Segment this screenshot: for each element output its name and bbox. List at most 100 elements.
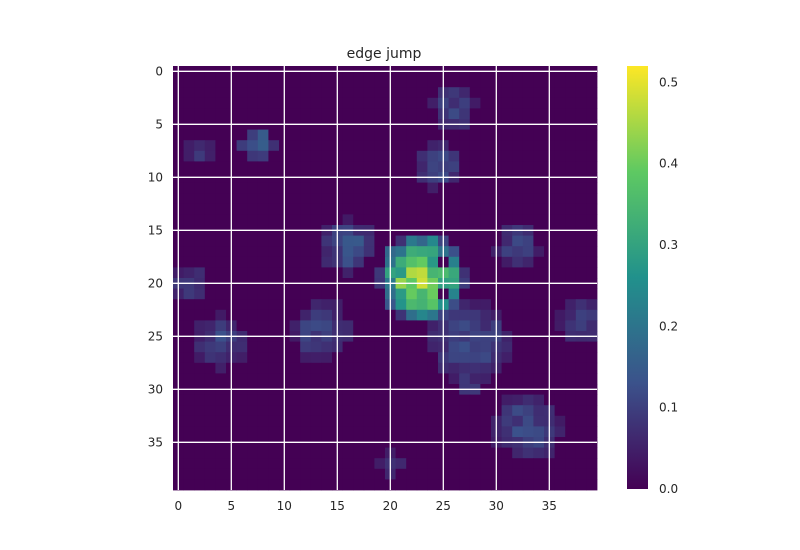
heatmap-cell (480, 458, 492, 470)
heatmap-cell (310, 341, 322, 353)
heatmap-cell (353, 479, 365, 491)
heatmap-cell (501, 320, 513, 332)
heatmap-cell (363, 405, 375, 417)
heatmap-cell (310, 447, 322, 459)
heatmap-cell (300, 267, 312, 279)
heatmap-cell (289, 150, 301, 162)
heatmap-cell (406, 426, 418, 438)
heatmap-cell (374, 479, 386, 491)
heatmap-cell (236, 235, 248, 247)
heatmap-cell (416, 203, 428, 215)
heatmap-cell (257, 458, 269, 470)
heatmap-cell (363, 150, 375, 162)
heatmap-cell (469, 161, 481, 173)
heatmap-cell (310, 267, 322, 279)
heatmap-cell (586, 267, 598, 279)
heatmap-cell (353, 415, 365, 427)
grid-lines (173, 66, 597, 490)
heatmap-cell (406, 415, 418, 427)
heatmap-cell (565, 352, 577, 364)
heatmap-cell (183, 415, 195, 427)
heatmap-cell (512, 458, 524, 470)
heatmap-cell (512, 373, 524, 385)
heatmap-cell (416, 129, 428, 141)
heatmap-cell (416, 288, 428, 300)
heatmap-cell (586, 288, 598, 300)
colorbar-tick-label: 0.3 (659, 238, 678, 252)
heatmap-cell (257, 182, 269, 194)
heatmap-cell (363, 256, 375, 268)
heatmap-cell (289, 362, 301, 374)
heatmap-cell (204, 479, 216, 491)
heatmap-cell (501, 76, 513, 88)
heatmap-cell (395, 447, 407, 459)
heatmap-cell (204, 288, 216, 300)
heatmap-cell (501, 405, 513, 417)
heatmap-cell (406, 309, 418, 321)
heatmap-cell (575, 288, 587, 300)
heatmap-cell (512, 341, 524, 353)
y-tick-label: 35 (148, 435, 163, 449)
heatmap-cell (501, 193, 513, 205)
heatmap-cell (353, 405, 365, 417)
heatmap-cell (310, 214, 322, 226)
heatmap-cell (459, 150, 471, 162)
heatmap-cell (247, 214, 259, 226)
heatmap-cell (448, 426, 460, 438)
heatmap-cell (321, 309, 333, 321)
heatmap-cell (554, 479, 566, 491)
heatmap-cell (268, 150, 280, 162)
heatmap-cell (416, 320, 428, 332)
heatmap-cell (522, 362, 534, 374)
heatmap-cell (204, 458, 216, 470)
heatmap-cell (554, 129, 566, 141)
heatmap-cell (533, 214, 545, 226)
heatmap-cell (575, 87, 587, 99)
heatmap-cell (565, 415, 577, 427)
heatmap-cell (448, 87, 460, 99)
heatmap-cell (215, 373, 227, 385)
heatmap-cell (469, 299, 481, 311)
heatmap-cell (427, 468, 439, 480)
heatmap-cell (469, 214, 481, 226)
heatmap-cell (565, 426, 577, 438)
heatmap-cell (480, 76, 492, 88)
heatmap-cell (257, 203, 269, 215)
heatmap-cell (183, 203, 195, 215)
heatmap-cell (406, 150, 418, 162)
heatmap-cell (236, 193, 248, 205)
heatmap-cell (204, 161, 216, 173)
heatmap-cell (204, 299, 216, 311)
heatmap-cell (257, 362, 269, 374)
heatmap-cell (512, 309, 524, 321)
heatmap-cell (565, 76, 577, 88)
heatmap-cell (215, 341, 227, 353)
heatmap-cell (194, 267, 206, 279)
heatmap-cell (395, 76, 407, 88)
heatmap-cell (289, 320, 301, 332)
heatmap-cell (247, 341, 259, 353)
heatmap-cell (247, 352, 259, 364)
heatmap-cell (395, 352, 407, 364)
heatmap-cell (215, 447, 227, 459)
heatmap-cell (406, 256, 418, 268)
heatmap-cell (565, 108, 577, 120)
heatmap-cell (406, 140, 418, 152)
heatmap-cell (194, 468, 206, 480)
heatmap-cell (416, 405, 428, 417)
heatmap-cell (459, 373, 471, 385)
heatmap-cell (204, 140, 216, 152)
heatmap-cell (268, 246, 280, 258)
heatmap-cell (416, 341, 428, 353)
heatmap-cell (406, 108, 418, 120)
heatmap-cell (204, 309, 216, 321)
heatmap-cell (501, 373, 513, 385)
heatmap-cell (374, 299, 386, 311)
heatmap-cell (416, 394, 428, 406)
heatmap-cell (575, 405, 587, 417)
heatmap-cell (480, 426, 492, 438)
heatmap-cell (321, 267, 333, 279)
heatmap-cell (501, 309, 513, 321)
heatmap-cell (215, 299, 227, 311)
heatmap-cell (300, 309, 312, 321)
